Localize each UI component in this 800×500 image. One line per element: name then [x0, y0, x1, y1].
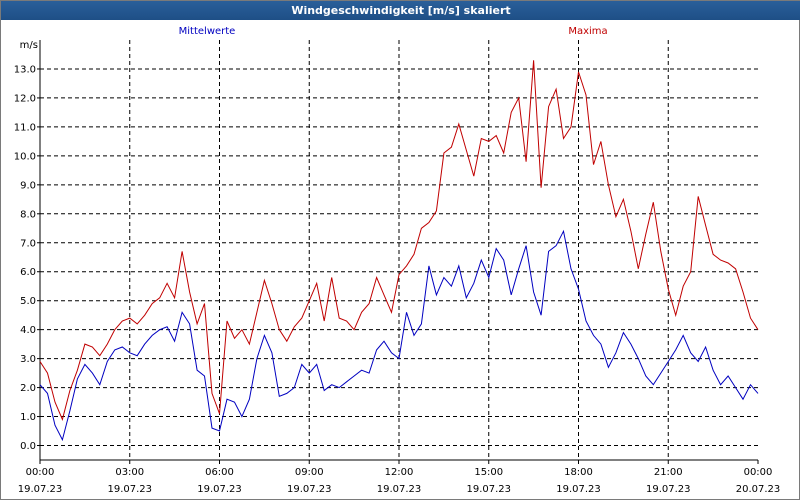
- x-tick-date: 19.07.23: [466, 484, 511, 495]
- y-tick-label: 5.0: [20, 296, 36, 307]
- x-tick-date: 19.07.23: [287, 484, 332, 495]
- series-line-maxima: [39, 60, 759, 421]
- legend-mittelwerte: Mittelwerte: [179, 26, 236, 37]
- x-tick-time: 00:00: [26, 467, 55, 478]
- x-tick-date: 19.07.23: [18, 484, 63, 495]
- y-tick-label: 8.0: [20, 209, 36, 220]
- series-lines: [39, 60, 759, 442]
- y-tick-label: 9.0: [20, 180, 36, 191]
- y-tick-label: 1.0: [20, 412, 36, 423]
- x-tick-date: 20.07.23: [736, 484, 781, 495]
- legend-maxima: Maxima: [568, 26, 607, 37]
- grid-lines: [40, 40, 758, 460]
- y-tick-label: 10.0: [14, 151, 36, 162]
- y-tick-label: 2.0: [20, 383, 36, 394]
- x-tick-date: 19.07.23: [556, 484, 601, 495]
- x-tick-time: 21:00: [654, 467, 683, 478]
- x-tick-time: 12:00: [385, 467, 414, 478]
- x-tick-time: 18:00: [564, 467, 593, 478]
- y-tick-labels: 0.0 1.0 2.0 3.0 4.0 5.0 6.0 7.0 8.0 9.0 10.0 11.0 12…: [14, 64, 36, 452]
- x-tick-labels: 00:00 19.07.23 03:00 19.07.23 06:00 19.07.23 0…: [18, 467, 781, 495]
- x-tick-time: 06:00: [205, 467, 234, 478]
- x-tick-date: 19.07.23: [197, 484, 242, 495]
- x-tick-time: 00:00: [744, 467, 773, 478]
- x-tick-time: 15:00: [474, 467, 503, 478]
- axes: [37, 40, 759, 464]
- x-tick-date: 19.07.23: [377, 484, 422, 495]
- series-line-mittelwerte: [39, 229, 759, 442]
- y-tick-label: 11.0: [14, 122, 36, 133]
- y-tick-label: 6.0: [20, 267, 36, 278]
- y-tick-label: 12.0: [14, 93, 36, 104]
- x-tick-date: 19.07.23: [107, 484, 152, 495]
- window-title: Windgeschwindigkeit [m/s] skaliert: [1, 1, 800, 20]
- y-tick-label: 0.0: [20, 441, 36, 452]
- y-tick-label: 13.0: [14, 64, 36, 75]
- y-tick-label: 7.0: [20, 238, 36, 249]
- x-tick-time: 03:00: [115, 467, 144, 478]
- x-tick-date: 19.07.23: [646, 484, 691, 495]
- x-tick-time: 09:00: [295, 467, 324, 478]
- y-tick-label: 3.0: [20, 354, 36, 365]
- y-tick-label: 4.0: [20, 325, 36, 336]
- y-axis-unit: m/s: [20, 40, 38, 51]
